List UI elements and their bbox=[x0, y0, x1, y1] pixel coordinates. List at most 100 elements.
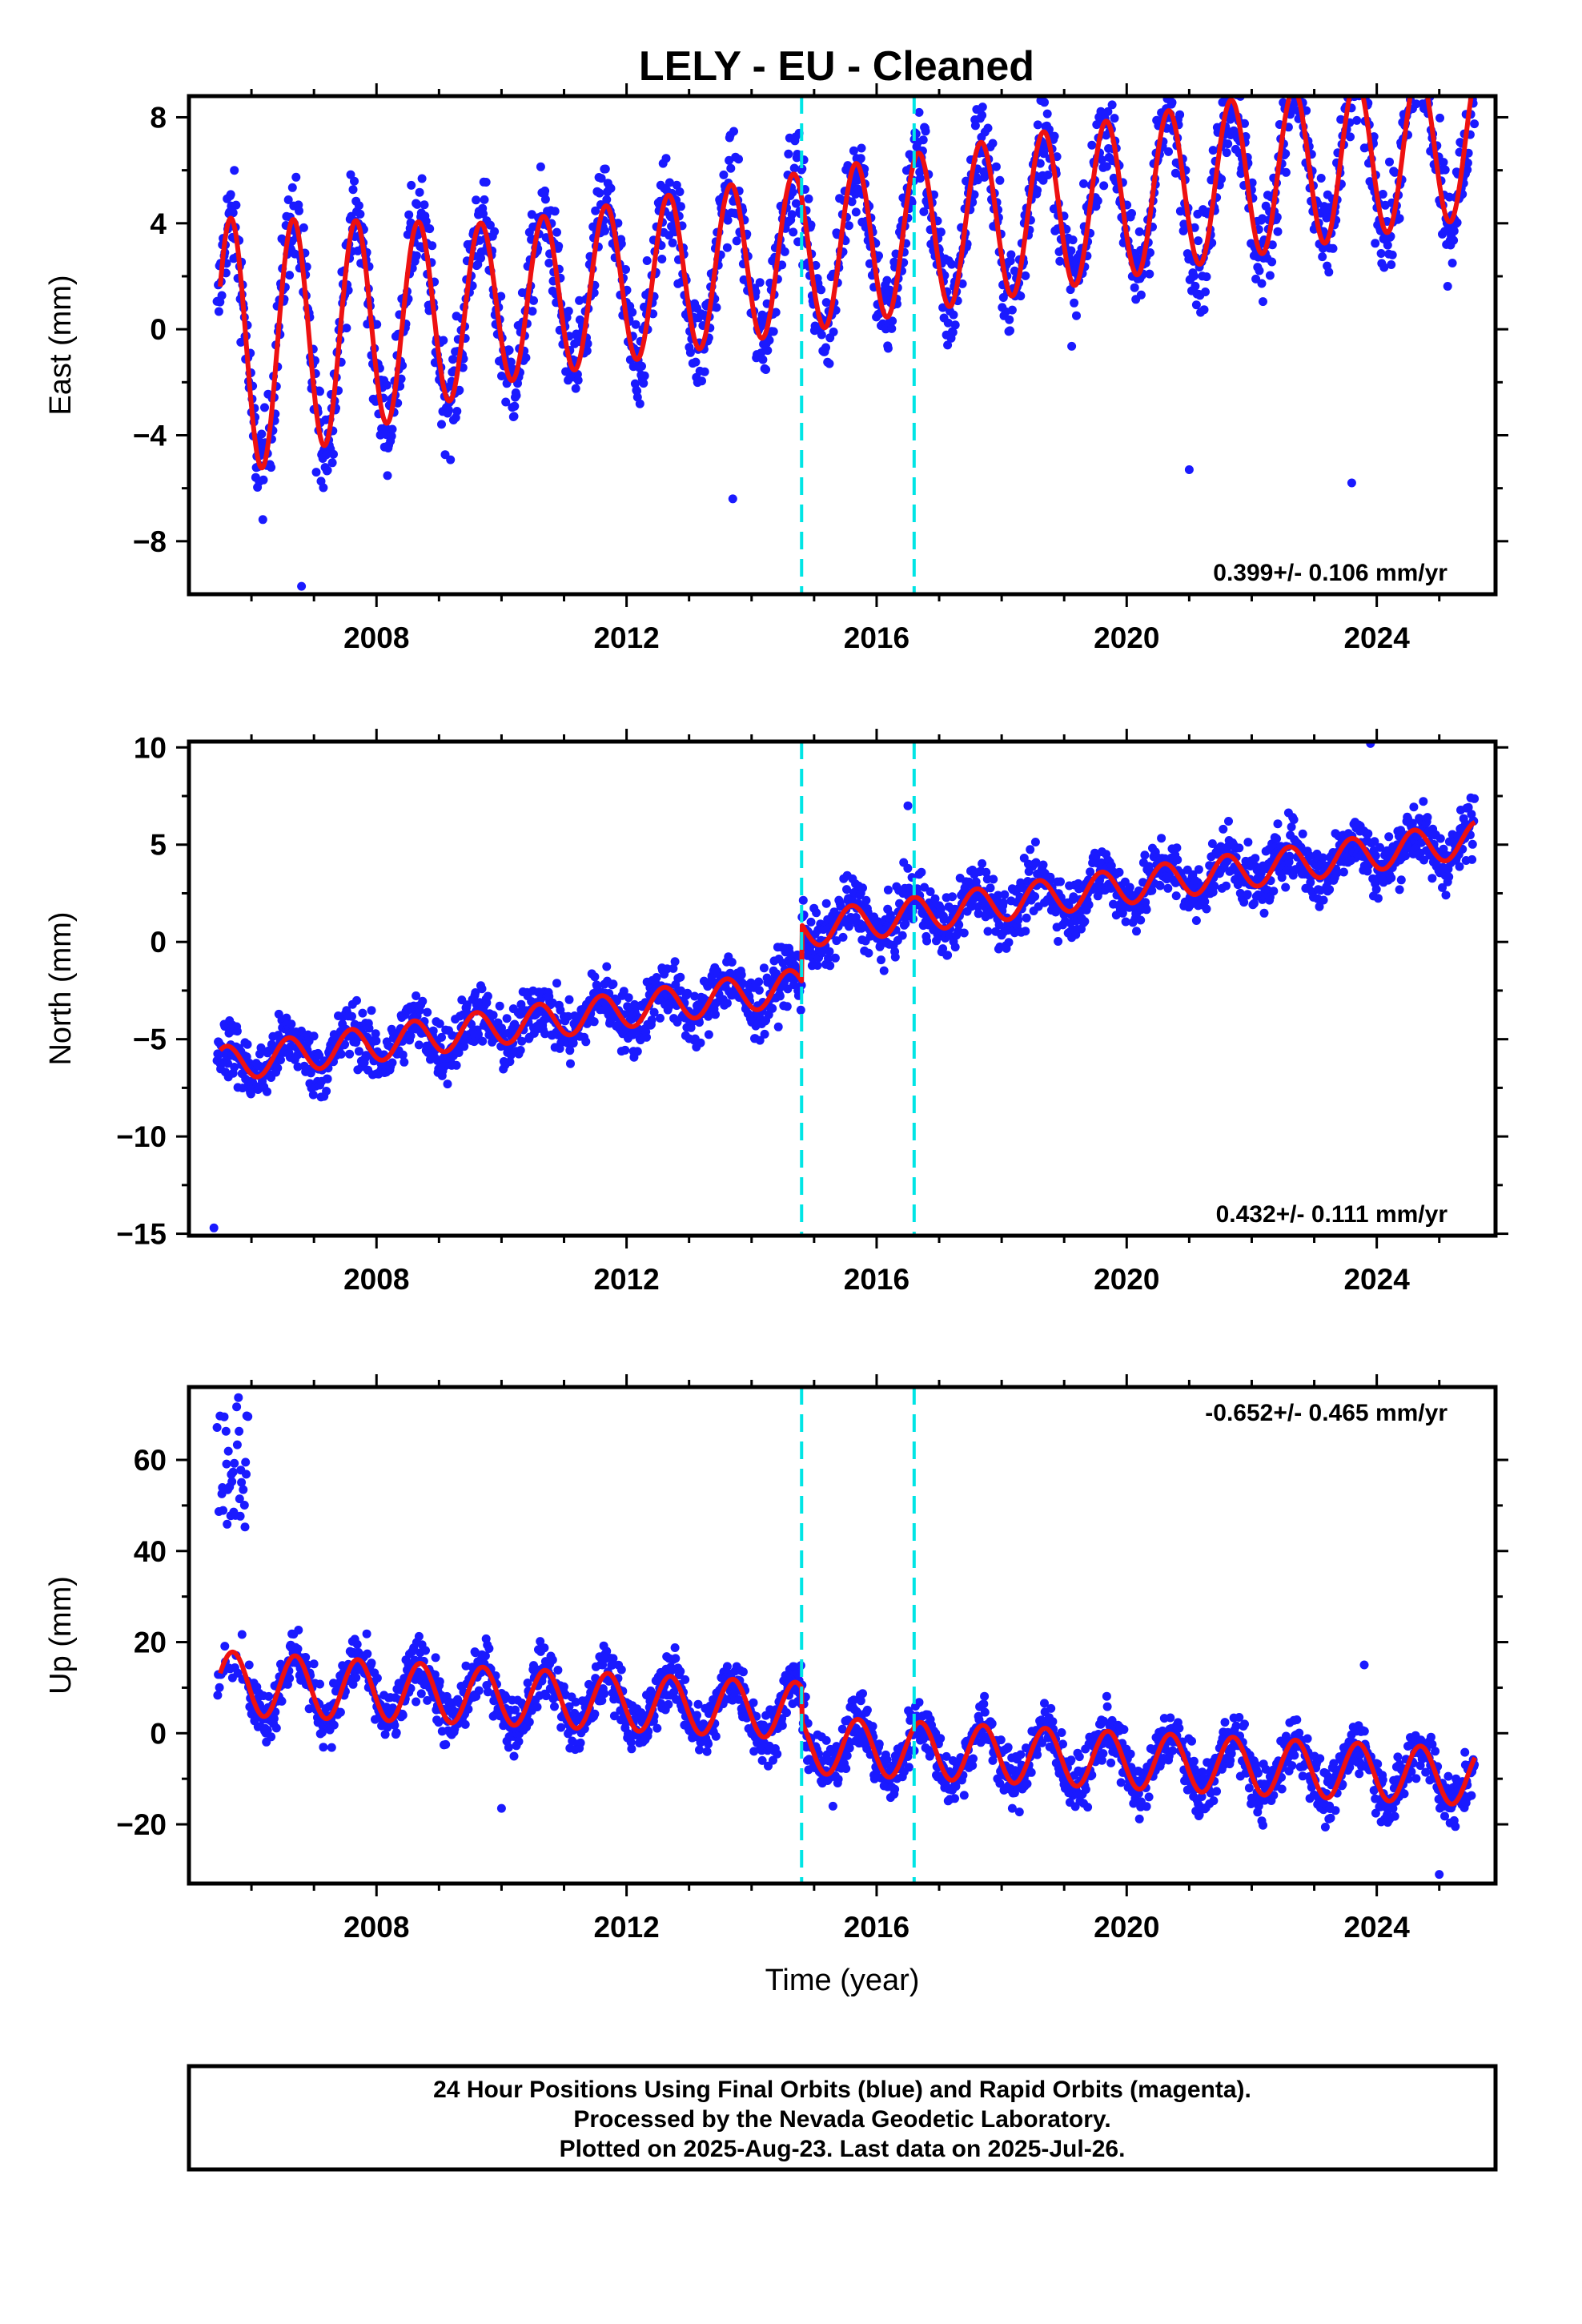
north-data-point bbox=[1038, 860, 1048, 870]
east-data-point bbox=[691, 357, 701, 367]
east-data-point bbox=[1217, 175, 1227, 184]
east-data-point bbox=[621, 265, 630, 274]
north-data-point bbox=[1269, 887, 1279, 896]
east-data-point bbox=[327, 458, 337, 468]
east-data-point bbox=[504, 345, 514, 355]
east-data-point bbox=[1164, 147, 1173, 156]
east-data-point bbox=[295, 206, 303, 215]
east-data-point bbox=[1272, 212, 1282, 222]
east-data-point bbox=[1417, 81, 1426, 90]
east-data-point bbox=[1093, 196, 1102, 206]
up-data-point bbox=[550, 1702, 559, 1711]
east-data-point bbox=[230, 166, 239, 175]
east-data-point bbox=[817, 285, 826, 295]
north-data-point bbox=[364, 1023, 374, 1033]
north-data-point bbox=[1444, 872, 1454, 882]
east-x-tick-label: 2024 bbox=[1343, 621, 1410, 654]
up-data-point bbox=[327, 1743, 336, 1752]
east-data-point bbox=[657, 255, 667, 263]
up-data-point bbox=[351, 1673, 361, 1683]
north-y-axis-label: North (mm) bbox=[44, 911, 78, 1065]
east-data-point bbox=[637, 361, 646, 371]
east-data-point bbox=[719, 170, 729, 179]
north-data-point bbox=[323, 1074, 332, 1084]
north-data-point bbox=[806, 917, 816, 927]
east-data-point bbox=[665, 178, 674, 187]
north-data-point bbox=[1251, 854, 1260, 863]
north-data-point bbox=[943, 951, 953, 960]
east-data-point bbox=[1421, 65, 1430, 74]
north-data-point bbox=[1243, 890, 1252, 899]
east-data-point bbox=[596, 174, 606, 183]
north-data-point bbox=[1140, 850, 1150, 860]
north-data-point bbox=[1194, 865, 1203, 875]
north-data-point bbox=[1427, 874, 1437, 883]
east-data-point bbox=[847, 197, 857, 207]
east-outlier-point bbox=[1184, 465, 1194, 474]
east-data-point bbox=[1463, 165, 1472, 175]
north-data-point bbox=[345, 1049, 355, 1059]
north-data-point bbox=[566, 1059, 575, 1068]
up-data-point bbox=[237, 1630, 247, 1639]
east-data-point bbox=[1067, 341, 1077, 351]
north-data-point bbox=[676, 972, 685, 982]
east-data-point bbox=[675, 187, 685, 196]
east-data-point bbox=[1395, 214, 1404, 223]
up-data-point bbox=[219, 1506, 228, 1515]
north-data-point bbox=[768, 1003, 777, 1013]
east-data-point bbox=[1070, 298, 1079, 308]
north-data-point bbox=[624, 993, 633, 1003]
east-data-point bbox=[354, 201, 363, 211]
east-data-point bbox=[1136, 290, 1146, 300]
east-data-point bbox=[970, 121, 980, 131]
east-data-point bbox=[481, 178, 491, 187]
north-data-point bbox=[589, 1017, 599, 1027]
north-data-point bbox=[287, 1019, 296, 1029]
east-data-point bbox=[1358, 70, 1367, 78]
east-data-point bbox=[1361, 59, 1370, 68]
north-data-point bbox=[1114, 867, 1124, 877]
north-data-point bbox=[1173, 855, 1182, 865]
east-data-point bbox=[1390, 167, 1399, 177]
east-data-point bbox=[554, 241, 564, 251]
up-data-point bbox=[215, 1683, 224, 1692]
east-data-point bbox=[1288, 68, 1297, 77]
east-data-point bbox=[1130, 283, 1139, 292]
east-data-point bbox=[1422, 66, 1431, 75]
east-data-point bbox=[595, 188, 604, 198]
north-data-point bbox=[1155, 881, 1165, 891]
east-data-point bbox=[825, 359, 834, 368]
east-data-point bbox=[1351, 54, 1359, 63]
north-data-point bbox=[1084, 900, 1094, 910]
east-data-point bbox=[1387, 250, 1397, 259]
east-data-point bbox=[1103, 107, 1113, 116]
east-data-point bbox=[1419, 61, 1427, 70]
east-data-point bbox=[1228, 62, 1237, 70]
north-data-point bbox=[711, 1010, 720, 1019]
up-data-point bbox=[414, 1631, 424, 1641]
north-data-point bbox=[922, 936, 932, 946]
east-data-point bbox=[856, 154, 865, 163]
east-data-point bbox=[1352, 115, 1362, 125]
east-data-point bbox=[1127, 209, 1136, 218]
east-y-tick-label: 8 bbox=[150, 101, 167, 134]
east-data-point bbox=[1407, 72, 1415, 81]
east-data-point bbox=[1050, 131, 1059, 141]
up-data-point bbox=[460, 1719, 470, 1729]
north-data-point bbox=[782, 1002, 792, 1011]
east-y-axis-label: East (mm) bbox=[44, 275, 78, 415]
east-data-point bbox=[771, 308, 781, 317]
north-data-point bbox=[796, 1005, 805, 1015]
north-data-point bbox=[437, 1032, 446, 1042]
east-data-point bbox=[991, 162, 1001, 171]
east-data-point bbox=[1439, 158, 1448, 167]
up-data-point bbox=[474, 1686, 484, 1695]
east-data-point bbox=[1359, 50, 1368, 58]
north-data-point bbox=[1222, 881, 1231, 891]
east-data-point bbox=[1007, 305, 1017, 315]
east-data-point bbox=[613, 219, 623, 228]
east-data-point bbox=[947, 259, 957, 269]
up-data-point bbox=[540, 1643, 549, 1653]
up-data-point bbox=[559, 1682, 568, 1691]
north-data-point bbox=[477, 984, 487, 994]
